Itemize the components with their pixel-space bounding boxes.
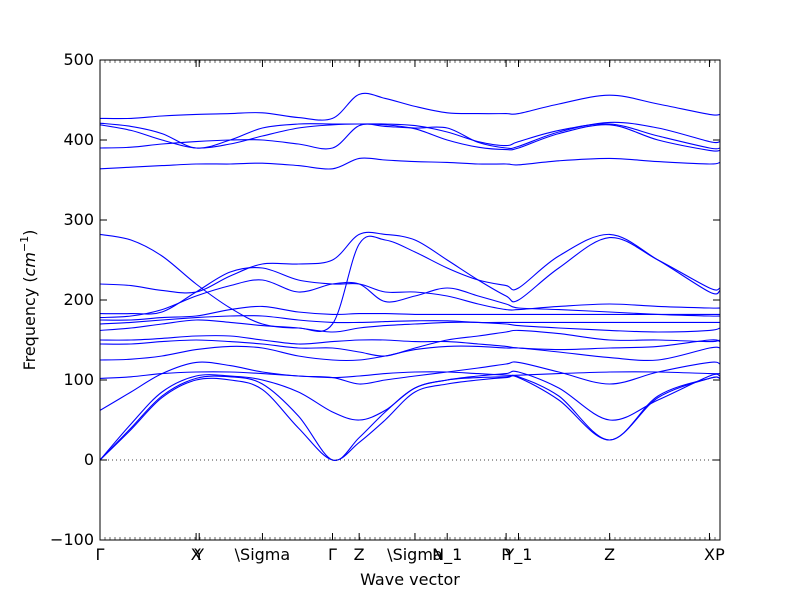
band-line-20 [100, 375, 720, 461]
x-tick-label: P [501, 545, 511, 564]
plot-area [100, 60, 720, 540]
band-line-12 [100, 319, 720, 333]
y-tick-label: 300 [63, 210, 94, 229]
x-tick-label: Y [193, 545, 204, 564]
x-tick-label: X [191, 545, 202, 564]
y-tick-label: 200 [63, 290, 94, 309]
y-axis-title: Frequency (cm−1) [18, 230, 39, 371]
band-line-6 [100, 233, 720, 332]
plot-frame [99, 59, 721, 541]
band-line-16 [100, 371, 720, 379]
band-line-8 [100, 266, 720, 315]
x-tick-label: Γ [96, 545, 105, 564]
x-tick-label: X [704, 545, 715, 564]
x-tick-label: N_1 [432, 545, 462, 565]
x-tick-label: P [715, 545, 725, 564]
band-line-15 [100, 345, 720, 362]
y-tick-label: 100 [63, 370, 94, 389]
x-tick-label: Z [604, 545, 615, 564]
band-line-10 [100, 305, 720, 321]
y-tick-label: 400 [63, 130, 94, 149]
band-line-13 [100, 335, 720, 351]
band-line-5 [100, 157, 720, 170]
y-tick-label: 0 [84, 450, 94, 469]
y-tick-label: 500 [63, 50, 94, 69]
x-tick-label: Γ [328, 545, 337, 564]
band-line-9 [100, 279, 720, 319]
band-line-17 [100, 361, 720, 411]
y-tick-label: −100 [50, 530, 94, 549]
band-line-3 [100, 123, 720, 152]
band-line-1 [100, 92, 720, 121]
y-ticks: −100 0 100 200 300 400 500 [50, 50, 720, 549]
band-line-4 [100, 121, 720, 150]
x-axis-title: Wave vector [360, 570, 460, 589]
x-tick-label: Z [354, 545, 365, 564]
x-tick-label: \Sigma [235, 545, 291, 564]
band-line-11 [100, 315, 720, 325]
series-layer [100, 92, 720, 461]
x-tick-label: Y_1 [504, 545, 533, 565]
x-tick-label: \Sigma [387, 545, 443, 564]
band-line-7 [100, 231, 720, 303]
